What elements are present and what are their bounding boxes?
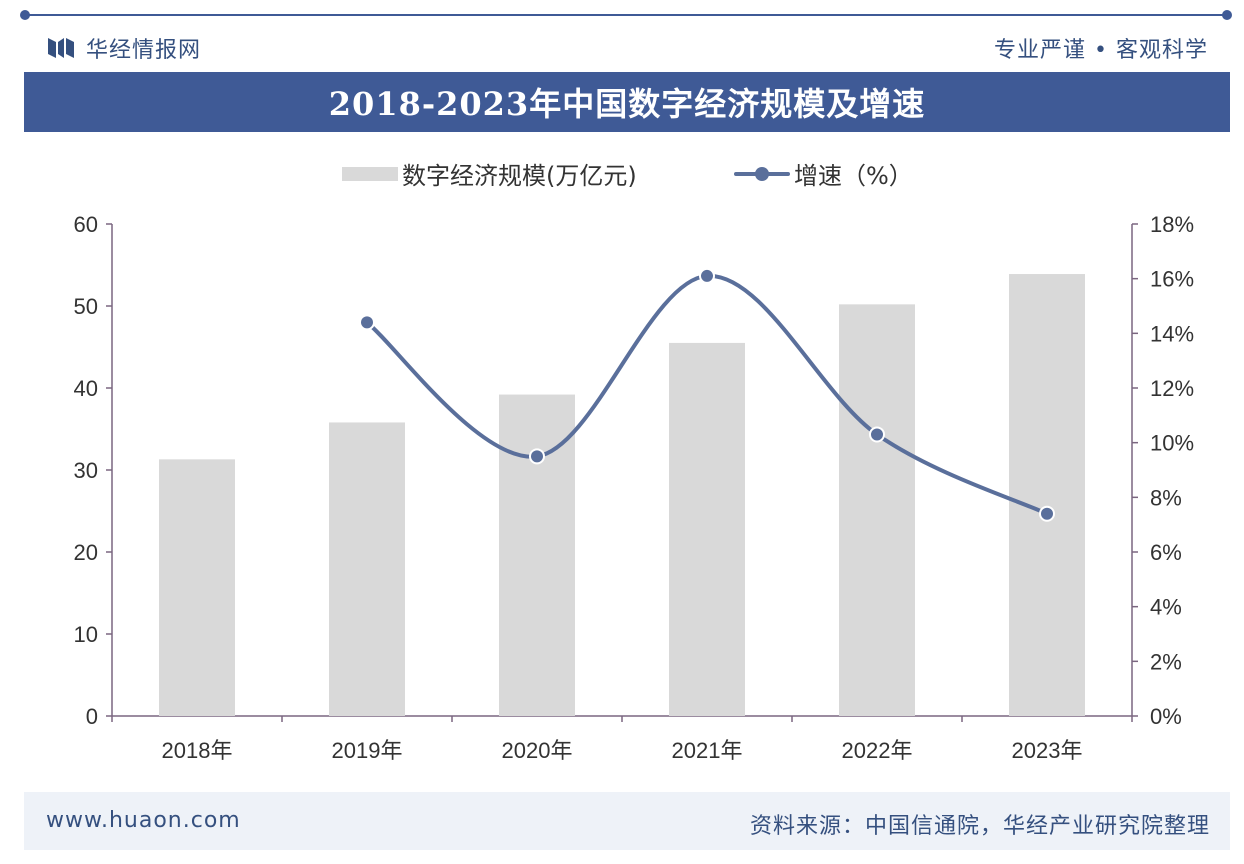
x-tick-label: 2020年 [502, 738, 573, 763]
footer-url: www.huaon.com [46, 808, 241, 833]
brand-logo-icon [48, 38, 74, 58]
top-rule [24, 14, 1230, 16]
right-tick-label: 10% [1150, 431, 1194, 456]
footer: www.huaon.com 资料来源：中国信通院，华经产业研究院整理 [24, 792, 1230, 850]
right-tick-label: 8% [1150, 485, 1182, 510]
chart-title: 2018-2023年中国数字经济规模及增速 [328, 85, 926, 123]
right-tick-label: 12% [1150, 376, 1194, 401]
bar-5 [839, 304, 915, 716]
right-tick-label: 14% [1150, 321, 1194, 346]
x-tick-label: 2019年 [332, 738, 403, 763]
x-tick-label: 2021年 [672, 738, 743, 763]
legend-bar-swatch [342, 166, 398, 181]
bar-6 [1009, 274, 1085, 716]
top-rule-dot-left [20, 10, 30, 20]
right-tick-label: 18% [1150, 212, 1194, 237]
growth-point-4 [869, 426, 885, 443]
legend-bar-label: 数字经济规模(万亿元) [402, 162, 637, 190]
slogan: 专业严谨 • 客观科学 [994, 38, 1208, 63]
growth-point-2 [529, 448, 545, 465]
growth-point-5 [1039, 505, 1055, 522]
title-bar: 2018-2023年中国数字经济规模及增速 [24, 72, 1230, 132]
left-tick-label: 10 [74, 622, 98, 647]
bar-4 [669, 342, 745, 716]
brand: 华经情报网 [48, 32, 201, 64]
legend: 数字经济规模(万亿元) 增速（%） [0, 156, 1244, 192]
top-rule-dot-right [1222, 10, 1232, 20]
left-tick-label: 0 [86, 704, 98, 729]
right-tick-label: 0% [1150, 704, 1182, 729]
bar-2 [329, 422, 405, 716]
brand-name: 华经情报网 [86, 38, 202, 63]
left-tick-label: 30 [74, 458, 98, 483]
legend-item-bar: 数字经济规模(万亿元) [342, 156, 637, 191]
left-tick-label: 60 [74, 212, 98, 237]
x-tick-label: 2022年 [842, 738, 913, 763]
growth-point-1 [359, 314, 375, 331]
left-tick-label: 50 [74, 294, 98, 319]
right-tick-label: 2% [1150, 649, 1182, 674]
bar-3 [499, 394, 575, 716]
right-tick-label: 4% [1150, 595, 1182, 620]
x-tick-label: 2023年 [1012, 738, 1083, 763]
legend-item-line: 增速（%） [734, 156, 913, 191]
header: 华经情报网 专业严谨 • 客观科学 [24, 22, 1230, 68]
bar-1 [159, 459, 235, 716]
left-tick-label: 20 [74, 540, 98, 565]
growth-point-3 [699, 267, 715, 284]
right-tick-label: 6% [1150, 540, 1182, 565]
legend-line-swatch [734, 166, 790, 181]
footer-source: 资料来源：中国信通院，华经产业研究院整理 [749, 814, 1210, 839]
x-tick-label: 2018年 [162, 738, 233, 763]
left-tick-label: 40 [74, 376, 98, 401]
right-tick-label: 16% [1150, 267, 1194, 292]
legend-line-label: 增速（%） [794, 162, 913, 190]
